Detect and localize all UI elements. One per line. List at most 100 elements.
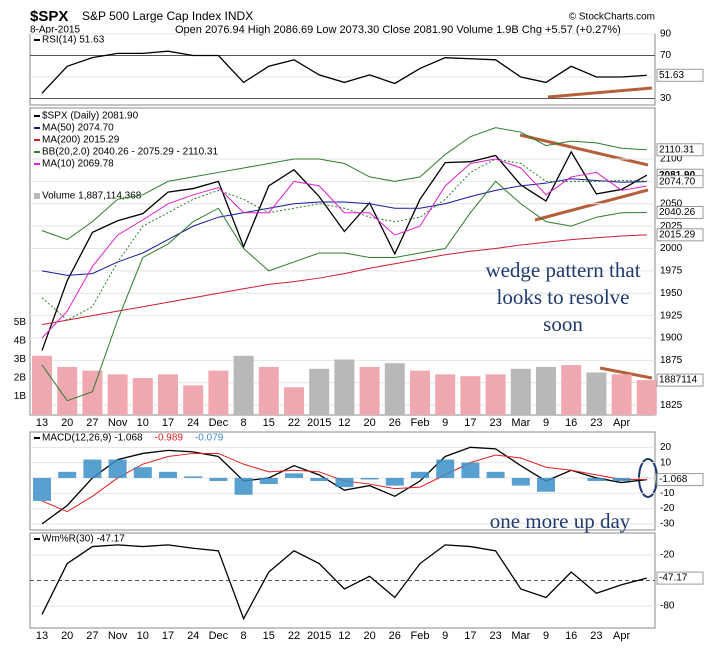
histogram-bar xyxy=(436,460,454,478)
price-tag: 2040.26 xyxy=(659,207,696,218)
volume-bar xyxy=(385,363,405,415)
price-tag: 2074.70 xyxy=(659,176,696,187)
legend-entry: BB(20,2.0) 2040.26 - 2075.29 - 2110.31 xyxy=(42,147,218,158)
x-tick-label: 23 xyxy=(590,630,602,642)
volume-tick-label: 2B xyxy=(14,373,27,384)
x-tick-label: Feb xyxy=(411,417,430,429)
histogram-bar xyxy=(361,478,379,480)
volume-bar xyxy=(309,369,329,415)
y-tick-label: 1950 xyxy=(660,288,683,299)
histogram-bar xyxy=(285,473,303,478)
histogram-bar xyxy=(184,476,202,478)
x-tick-label: 10 xyxy=(137,630,149,642)
histogram-bar xyxy=(335,478,353,487)
legend-entry: $SPX (Daily) 2081.90 xyxy=(42,111,139,122)
histogram-bar xyxy=(461,463,479,478)
legend-swatch xyxy=(34,193,40,199)
x-tick-label: 8 xyxy=(241,417,247,429)
volume-bar xyxy=(82,371,102,415)
x-tick-label: 10 xyxy=(137,417,149,429)
x-tick-label: 17 xyxy=(162,630,174,642)
trend-lines xyxy=(520,88,652,378)
x-tick-label: 16 xyxy=(565,630,577,642)
index-name: S&P 500 Large Cap Index INDX xyxy=(82,9,253,23)
y-tick-label: 1925 xyxy=(660,310,683,321)
y-tick-label: -20 xyxy=(660,503,675,514)
volume-bar xyxy=(561,365,581,415)
price-tag: 2015.29 xyxy=(659,229,696,240)
x-tick-label: 13 xyxy=(36,630,48,642)
histogram-bar xyxy=(134,467,152,478)
x-tick-label: 9 xyxy=(442,630,448,642)
legend-entry: Volume 1,887,114,368 xyxy=(42,191,142,202)
histogram-bar xyxy=(537,478,555,492)
x-tick-label: 27 xyxy=(86,630,98,642)
y-tick-label: 1875 xyxy=(660,355,683,366)
volume-bar xyxy=(259,367,279,415)
annotation: looks to resolve xyxy=(497,285,630,309)
price-tag: -47.17 xyxy=(659,573,688,584)
annotation: soon xyxy=(543,312,583,336)
x-tick-label: Mar xyxy=(511,417,530,429)
volume-bar xyxy=(486,374,506,415)
price-tag: 2110.31 xyxy=(659,144,695,155)
histogram-bar xyxy=(310,478,328,481)
price-tag: 1887114 xyxy=(659,375,698,386)
x-tick-label: 22 xyxy=(288,630,300,642)
volume-bar xyxy=(133,378,153,415)
histogram-bar xyxy=(33,478,51,501)
y-tick-label: -10 xyxy=(660,488,675,499)
volume-bar xyxy=(360,367,380,415)
histogram-bar xyxy=(386,478,404,486)
x-tick-label: 8 xyxy=(241,630,247,642)
histogram-bar xyxy=(83,460,101,478)
y-tick-label: 1975 xyxy=(660,266,683,277)
y-tick-label: -80 xyxy=(660,601,675,612)
volume-bar xyxy=(284,387,304,415)
series-line xyxy=(42,545,647,619)
x-tick-label: 24 xyxy=(187,417,199,429)
volume-bar xyxy=(637,380,657,415)
y-tick-label: -20 xyxy=(660,550,675,561)
x-tick-label: 26 xyxy=(389,417,401,429)
y-tick-label: 30 xyxy=(660,93,672,104)
volume-bar xyxy=(208,371,228,415)
x-tick-label: 12 xyxy=(338,417,350,429)
x-tick-label: 20 xyxy=(363,630,375,642)
x-tick-label: Dec xyxy=(209,630,229,642)
price-tag: 51.63 xyxy=(659,70,684,81)
series-line xyxy=(42,51,647,93)
x-tick-label: 17 xyxy=(464,417,476,429)
legend-entry: Wm%R(30) -47.17 xyxy=(42,534,125,545)
legend-entry: -0.989 xyxy=(155,433,184,444)
x-tick-label: 27 xyxy=(86,417,98,429)
source: © StockCharts.com xyxy=(569,12,655,23)
y-tick-label: 1900 xyxy=(660,333,683,344)
volume-tick-label: 1B xyxy=(14,391,27,402)
volume-bar xyxy=(108,374,128,415)
annotation: one more up day xyxy=(490,509,631,533)
histogram-bar xyxy=(159,472,177,478)
x-tick-label: 20 xyxy=(61,630,73,642)
y-tick-label: 70 xyxy=(660,50,672,61)
x-tick-label: 2015 xyxy=(307,417,331,429)
histogram-bar xyxy=(260,478,278,484)
x-tick-label: Apr xyxy=(613,417,630,429)
x-tick-label: 22 xyxy=(288,417,300,429)
y-tick-label: -30 xyxy=(660,519,675,530)
volume-bar xyxy=(586,372,606,415)
y-tick-label: 10 xyxy=(660,457,672,468)
x-tick-label: 23 xyxy=(489,630,501,642)
legend-entry: MA(50) 2074.70 xyxy=(42,123,114,134)
histogram-bar xyxy=(411,472,429,478)
volume-bar xyxy=(435,374,455,415)
volume-tick-label: 4B xyxy=(14,336,27,347)
histogram-bar xyxy=(109,460,127,478)
volume-bar xyxy=(460,376,480,415)
x-tick-label: 20 xyxy=(363,417,375,429)
annotation: wedge pattern that xyxy=(485,258,640,282)
legend-entry: MA(10) 2069.78 xyxy=(42,159,114,170)
volume-tick-label: 3B xyxy=(14,354,27,365)
x-tick-label: 9 xyxy=(543,630,549,642)
